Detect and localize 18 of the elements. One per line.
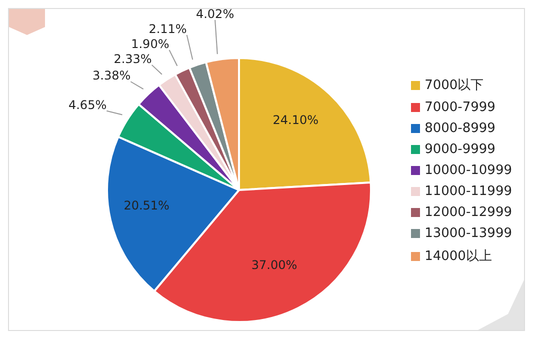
data-label: 4.65%: [68, 98, 107, 112]
legend-label: 11000-11999: [424, 184, 512, 199]
legend-label: 7000以下: [424, 77, 484, 94]
data-label: 3.38%: [92, 68, 131, 83]
data-label: 20.51%: [124, 198, 170, 212]
legend-label: 9000-9999: [424, 142, 496, 157]
data-label: 24.10%: [272, 112, 319, 127]
data-label: 2.11%: [148, 22, 187, 36]
data-label: 4.02%: [196, 6, 234, 21]
legend-label: 8000-8999: [424, 121, 496, 136]
legend-label: 12000-12999: [424, 205, 512, 220]
data-label: 1.90%: [131, 36, 170, 51]
legend-label: 10000-10999: [424, 163, 512, 178]
data-label: 2.33%: [114, 52, 152, 66]
legend-label: 13000-13999: [424, 226, 512, 241]
data-label: 37.00%: [251, 258, 298, 272]
legend-label: 14000以上: [424, 248, 492, 265]
legend-label: 7000-7999: [424, 100, 496, 115]
